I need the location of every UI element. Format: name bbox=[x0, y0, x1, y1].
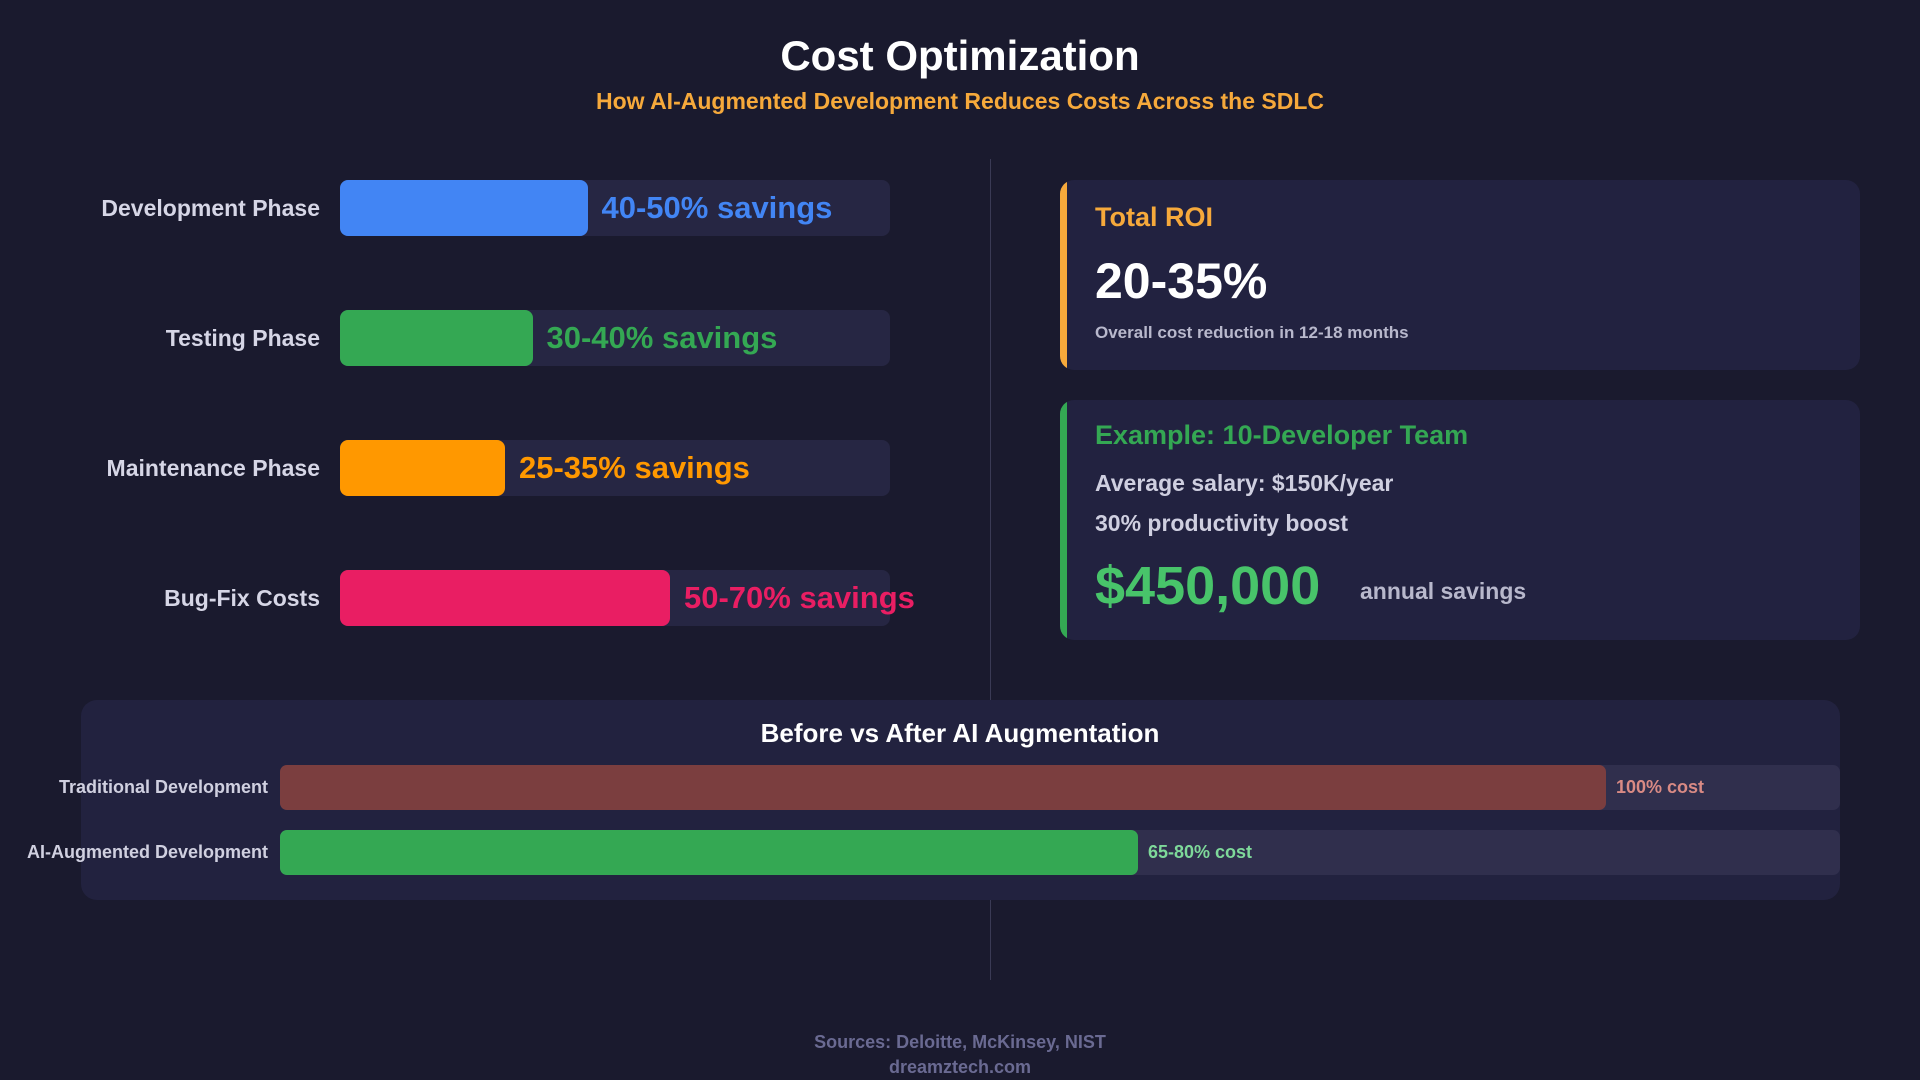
comparison-label: Traditional Development bbox=[0, 777, 268, 798]
card-accent-bar bbox=[1060, 400, 1067, 640]
example-team-card: Example: 10-Developer Team Average salar… bbox=[1060, 400, 1860, 640]
example-title: Example: 10-Developer Team bbox=[1095, 420, 1469, 450]
savings-amount: $450,000 bbox=[1095, 556, 1321, 616]
page-subtitle: How AI-Augmented Development Reduces Cos… bbox=[595, 88, 1325, 114]
phase-savings-label: 40-50% savings bbox=[601, 190, 833, 225]
phase-savings-label: 50-70% savings bbox=[684, 580, 915, 615]
phase-label: Maintenance Phase bbox=[106, 455, 320, 481]
phase-bar-track: 30-40% savings bbox=[340, 310, 890, 366]
card-accent-bar bbox=[1060, 180, 1067, 370]
phase-savings-label: 25-35% savings bbox=[519, 450, 750, 485]
productivity-line: 30% productivity boost bbox=[1095, 510, 1349, 536]
comparison-bar-track: 65-80% cost bbox=[280, 830, 1840, 875]
phase-bar-track: 40-50% savings bbox=[340, 180, 890, 236]
phase-bar-track: 50-70% savings bbox=[340, 570, 915, 626]
comparison-label-text: Traditional Development bbox=[58, 777, 268, 797]
comparison-label: AI-Augmented Development bbox=[0, 842, 268, 863]
phase-bar-fill bbox=[340, 180, 588, 236]
savings-amount-label: annual savings bbox=[1360, 578, 1527, 604]
phase-bar-track: 25-35% savings bbox=[340, 440, 890, 496]
roi-value: 20-35% bbox=[1095, 253, 1268, 309]
comparison-bar-track: 100% cost bbox=[280, 765, 1840, 810]
before-after-title: Before vs After AI Augmentation bbox=[760, 718, 1160, 748]
comparison-bar-fill bbox=[280, 830, 1138, 875]
page-title: Cost Optimization bbox=[780, 32, 1140, 79]
salary-line: Average salary: $150K/year bbox=[1095, 470, 1394, 496]
phase-bar-fill bbox=[340, 440, 505, 496]
phase-bar-fill bbox=[340, 570, 670, 626]
roi-caption: Overall cost reduction in 12-18 months bbox=[1095, 323, 1409, 342]
phase-label: Bug-Fix Costs bbox=[164, 585, 320, 611]
sources-text: Sources: Deloitte, McKinsey, NIST bbox=[814, 1032, 1106, 1052]
comparison-value-label: 65-80% cost bbox=[1148, 842, 1253, 862]
comparison-label-text: AI-Augmented Development bbox=[26, 842, 268, 862]
phase-bar-fill bbox=[340, 310, 533, 366]
phase-label: Testing Phase bbox=[165, 325, 320, 351]
roi-title: Total ROI bbox=[1095, 202, 1213, 232]
comparison-value-label: 100% cost bbox=[1616, 777, 1705, 797]
site-url: dreamztech.com bbox=[888, 1057, 1032, 1077]
comparison-bar-fill bbox=[280, 765, 1606, 810]
phase-label: Development Phase bbox=[101, 195, 320, 221]
divider bbox=[990, 159, 991, 980]
phase-savings-label: 30-40% savings bbox=[546, 320, 778, 355]
total-roi-card: Total ROI 20-35% Overall cost reduction … bbox=[1060, 180, 1860, 370]
